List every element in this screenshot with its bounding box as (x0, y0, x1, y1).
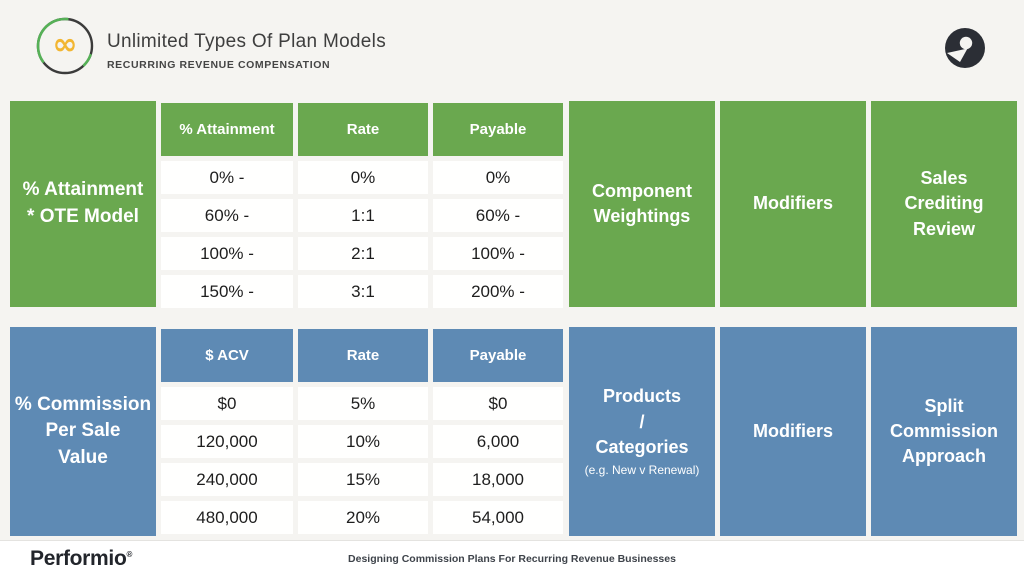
box-label-line: Crediting (904, 193, 984, 214)
box-modifiers-green: Modifiers (720, 101, 866, 307)
performio-mark-icon (945, 28, 985, 68)
slide-footer: Designing Commission Plans For Recurring… (0, 540, 1024, 576)
registered-trademark-symbol: ® (126, 549, 133, 559)
box-label-line: Modifiers (752, 420, 833, 441)
box-label-line: Component (592, 180, 692, 201)
table-cell: 15% (298, 463, 428, 496)
section-label-line: Per Sale (45, 420, 121, 442)
table-cell: 20% (298, 501, 428, 534)
table-cell: $0 (433, 387, 563, 420)
table-cell: 18,000 (433, 463, 563, 496)
table-cell: $0 (161, 387, 293, 420)
section-label-commission: % Commission Per Sale Value (10, 327, 156, 536)
page-subtitle: RECURRING REVENUE COMPENSATION (107, 59, 331, 71)
table-cell: 0% (433, 161, 563, 194)
attainment-table: % Attainment Rate Payable 0% - 0% 0% 60%… (161, 103, 563, 308)
box-label-line: Sales (920, 168, 968, 189)
table-cell: 3:1 (298, 275, 428, 308)
feature-boxes-blue: Products / Categories (e.g. New v Renewa… (569, 327, 1017, 536)
table-cell: 0% (298, 161, 428, 194)
box-label-line: Commission (889, 420, 999, 441)
table-cell: 60% - (433, 199, 563, 232)
section-attainment-ote: % Attainment * OTE Model % Attainment Ra… (10, 101, 1017, 308)
title-block: Unlimited Types Of Plan Models RECURRING… (107, 31, 386, 71)
table-cell: 480,000 (161, 501, 293, 534)
section-label-line: Value (58, 446, 108, 468)
table-cell: 2:1 (298, 237, 428, 270)
performio-wordmark: Performio (30, 546, 127, 570)
table-cell: 120,000 (161, 425, 293, 458)
table-cell: 5% (298, 387, 428, 420)
box-label-line: Products (602, 386, 681, 407)
table-cell: 10% (298, 425, 428, 458)
table-cell: 240,000 (161, 463, 293, 496)
infinity-icon: ∞ (52, 26, 78, 62)
page-title: Unlimited Types Of Plan Models (107, 31, 386, 52)
box-split-commission-approach: Split Commission Approach (871, 327, 1017, 536)
table-cell: 150% - (161, 275, 293, 308)
table-header-cell: Rate (298, 103, 428, 156)
section-label-line: * OTE Model (27, 206, 139, 227)
acv-table: $ ACV Rate Payable $0 5% $0 120,000 10% … (161, 329, 563, 536)
table-cell: 200% - (433, 275, 563, 308)
box-label-line: / (639, 411, 645, 432)
box-sales-crediting-review: Sales Crediting Review (871, 101, 1017, 307)
section-label-attainment-ote: % Attainment * OTE Model (10, 101, 156, 307)
section-label-line: % Attainment (22, 179, 144, 201)
box-component-weightings: Component Weightings (569, 101, 715, 307)
table-header-cell: $ ACV (161, 329, 293, 382)
box-label-line: Review (912, 218, 976, 239)
performio-logo-text: Performio® (30, 547, 132, 571)
table-cell: 100% - (161, 237, 293, 270)
table-header-cell: Payable (433, 329, 563, 382)
infinity-logo: ∞ (36, 17, 94, 75)
box-label-line: Weightings (593, 206, 691, 226)
table-header-cell: % Attainment (161, 103, 293, 156)
section-commission-per-sale: % Commission Per Sale Value $ ACV Rate P… (10, 327, 1017, 536)
box-modifiers-blue: Modifiers (720, 327, 866, 536)
box-products-categories: Products / Categories (e.g. New v Renewa… (569, 327, 715, 536)
box-note: (e.g. New v Renewal) (584, 462, 700, 477)
table-cell: 6,000 (433, 425, 563, 458)
table-header-cell: Rate (298, 329, 428, 382)
feature-boxes-green: Component Weightings Modifiers Sales Cre… (569, 101, 1017, 308)
table-cell: 60% - (161, 199, 293, 232)
section-label-line: % Commission (14, 393, 152, 415)
box-label-line: Split (924, 395, 964, 416)
box-label-line: Modifiers (752, 193, 833, 214)
table-cell: 100% - (433, 237, 563, 270)
table-cell: 54,000 (433, 501, 563, 534)
infinity-logo-ring-icon (36, 17, 94, 75)
table-cell: 0% - (161, 161, 293, 194)
table-cell: 1:1 (298, 199, 428, 232)
table-header-cell: Payable (433, 103, 563, 156)
footer-caption: Designing Commission Plans For Recurring… (348, 552, 676, 565)
box-label-line: Categories (595, 436, 689, 457)
box-label-line: Approach (901, 446, 986, 467)
